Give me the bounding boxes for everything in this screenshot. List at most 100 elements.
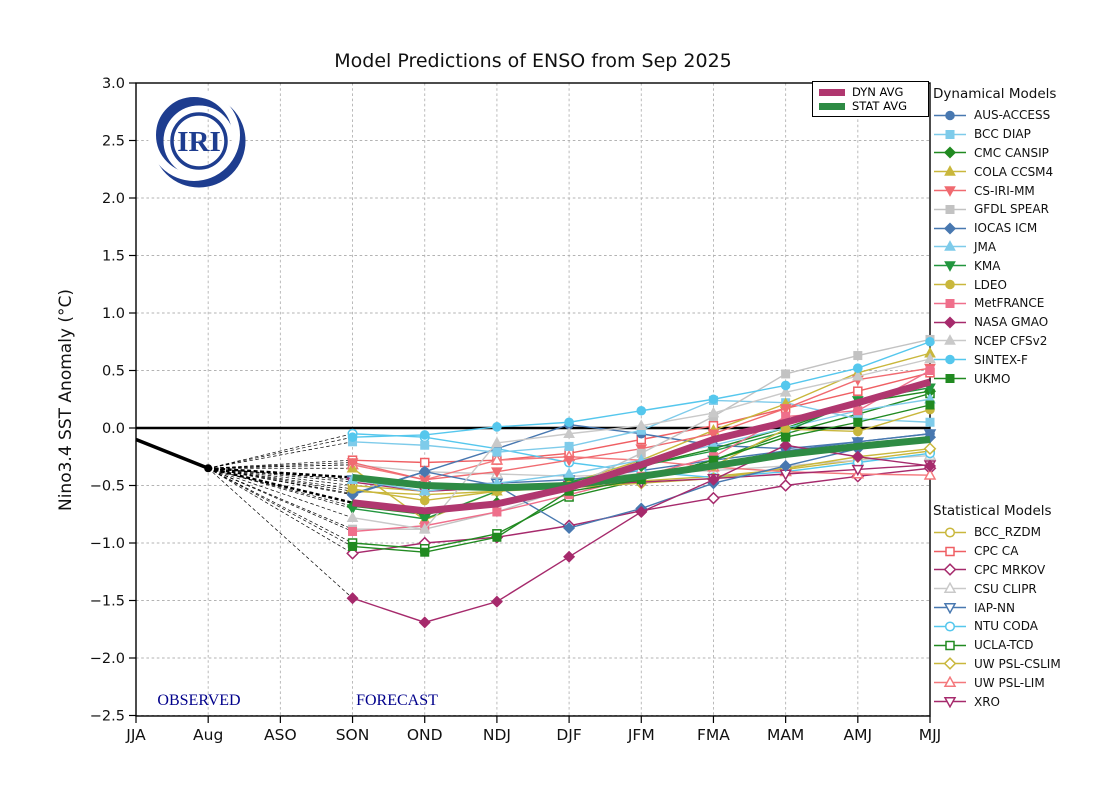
square-marker-icon [853,386,863,396]
circle-legend-icon [934,110,966,121]
legend-label: COLA CCSM4 [974,164,1054,179]
avg-line-dyn-avg [352,378,931,515]
tick-label: MJJ [919,726,942,744]
tick-label: 0.5 [102,364,125,380]
tri-up-marker-icon [490,453,504,465]
square-legend-icon [934,129,966,139]
square-legend-icon [934,374,966,384]
tick-label: 2.0 [102,191,125,207]
legend-label: CS-IRI-MM [974,183,1035,198]
legend-item-cpc-ca: CPC CA [933,542,1098,561]
diamond-marker-icon [943,316,957,329]
circle-marker-icon [925,336,935,347]
diamond-marker-icon [707,491,720,505]
square-marker-icon [853,351,863,361]
legend-item-csu-clipr: CSU CLIPR [933,579,1098,598]
diamond-marker-icon [563,522,576,535]
legend-item-cpc-mrkov: CPC MRKOV [933,561,1098,580]
tick-label: MAM [767,726,804,744]
tick-label: 3.0 [102,76,125,92]
square-marker-icon [420,547,430,557]
tri-up-marker-icon [707,406,720,418]
square-marker-icon [348,541,358,551]
square-marker-icon [945,374,955,384]
legend-item-cs-iri-mm: CS-IRI-MM [933,181,1098,200]
chart-title: Model Predictions of ENSO from Sep 2025 [334,50,732,72]
tri-down-marker-icon [851,464,865,477]
legend-label: CMC CANSIP [974,145,1049,160]
legend-label: UW PSL-CSLIM [974,656,1061,671]
legend-item-jma: JMA [933,238,1098,257]
diamond-marker-icon [779,459,792,472]
fan-line-sintex-f [208,436,353,469]
tri-up-marker-icon [944,334,956,346]
square-legend-icon [934,298,966,308]
statistical-models-title: Statistical Models [933,503,1052,519]
fan-line-cpc-ca [208,459,353,469]
legend-label: NCEP CFSv2 [974,333,1048,348]
circle-marker-icon [492,422,502,432]
fan-line-ldeo [208,467,353,490]
legend-item-cmc-cansip: CMC CANSIP [933,144,1098,163]
stat-avg-label: STAT AVG [852,99,907,113]
fan-line-ncep-cfsv2 [208,467,353,519]
tri-up-marker-icon [418,522,431,534]
legend-label: JMA [974,239,997,254]
tick-label: ASO [264,726,297,744]
legend-label: IAP-NN [974,600,1016,615]
dynamical-models-items: AUS-ACCESS BCC DIAP CMC CANSIP COLA CCSM4 CS… [933,106,1098,388]
tri-down-marker-icon [944,186,956,197]
legend-item-bcc-diap: BCC DIAP [933,125,1098,144]
tri-down-legend-icon [934,186,966,197]
legend-item-ucla-tcd: UCLA-TCD [933,636,1098,655]
tri-up-marker-icon [346,511,359,522]
tick-label: −2.5 [90,709,125,725]
legend-label: CSU CLIPR [974,581,1037,596]
avg-legend-row-stat: STAT AVG [819,99,922,113]
legend-item-nasa-gmao: NASA GMAO [933,313,1098,332]
fan-line-ukmo [208,467,353,547]
circle-marker-icon [945,354,955,365]
diamond-marker-icon [779,479,792,492]
tri-up-marker-icon [924,352,936,364]
legend-item-sintex-f: SINTEX-F [933,350,1098,369]
fan-line-ntu-coda [208,433,353,469]
diamond-marker-icon [851,450,864,463]
fan-line-metfrance [208,467,353,532]
circle-marker-icon [853,363,863,374]
tick-label: 2.5 [102,134,125,150]
fan-line-cs-iri-mm [208,462,353,469]
tick-label: −1.0 [90,536,125,552]
tri-up-marker-icon [944,240,956,252]
fan-line-uw-psl-cslim [208,467,353,492]
legend-label: UCLA-TCD [974,638,1034,653]
observed-label: OBSERVED [157,692,241,709]
diamond-marker-icon [779,439,792,452]
legend-item-metfrance: MetFRANCE [933,294,1098,313]
circle-marker-icon [944,621,956,632]
legend-item-uw-psl-cslim: UW PSL-CSLIM [933,655,1098,674]
circle-marker-icon [636,405,647,416]
square-legend-icon [934,204,966,214]
fan-line-iocas-icm [208,467,353,496]
dynamical-models-legend: Dynamical Models AUS-ACCESS BCC DIAP CMC C… [933,86,1098,388]
tick-label: −2.0 [90,651,125,667]
tri-down-marker-icon [943,697,957,709]
square-legend-icon [934,546,966,556]
tri-up-marker-icon [635,419,648,430]
tick-label: SON [336,726,370,744]
fan-line-kma [208,467,353,509]
tick-label: 1.0 [102,306,125,322]
square-marker-icon [945,640,955,650]
fan-line-xro [208,467,353,483]
tri-down-legend-icon [934,697,966,709]
diamond-legend-icon [934,146,966,159]
diamond-marker-icon [707,473,720,486]
tri-up-marker-icon [851,369,864,381]
legend-label: KMA [974,258,1001,273]
iri-logo-outer-ring [152,94,246,188]
legend-item-iocas-icm: IOCAS ICM [933,219,1098,238]
iri-logo-ring-highlight [148,89,240,181]
circle-legend-icon [934,279,966,290]
